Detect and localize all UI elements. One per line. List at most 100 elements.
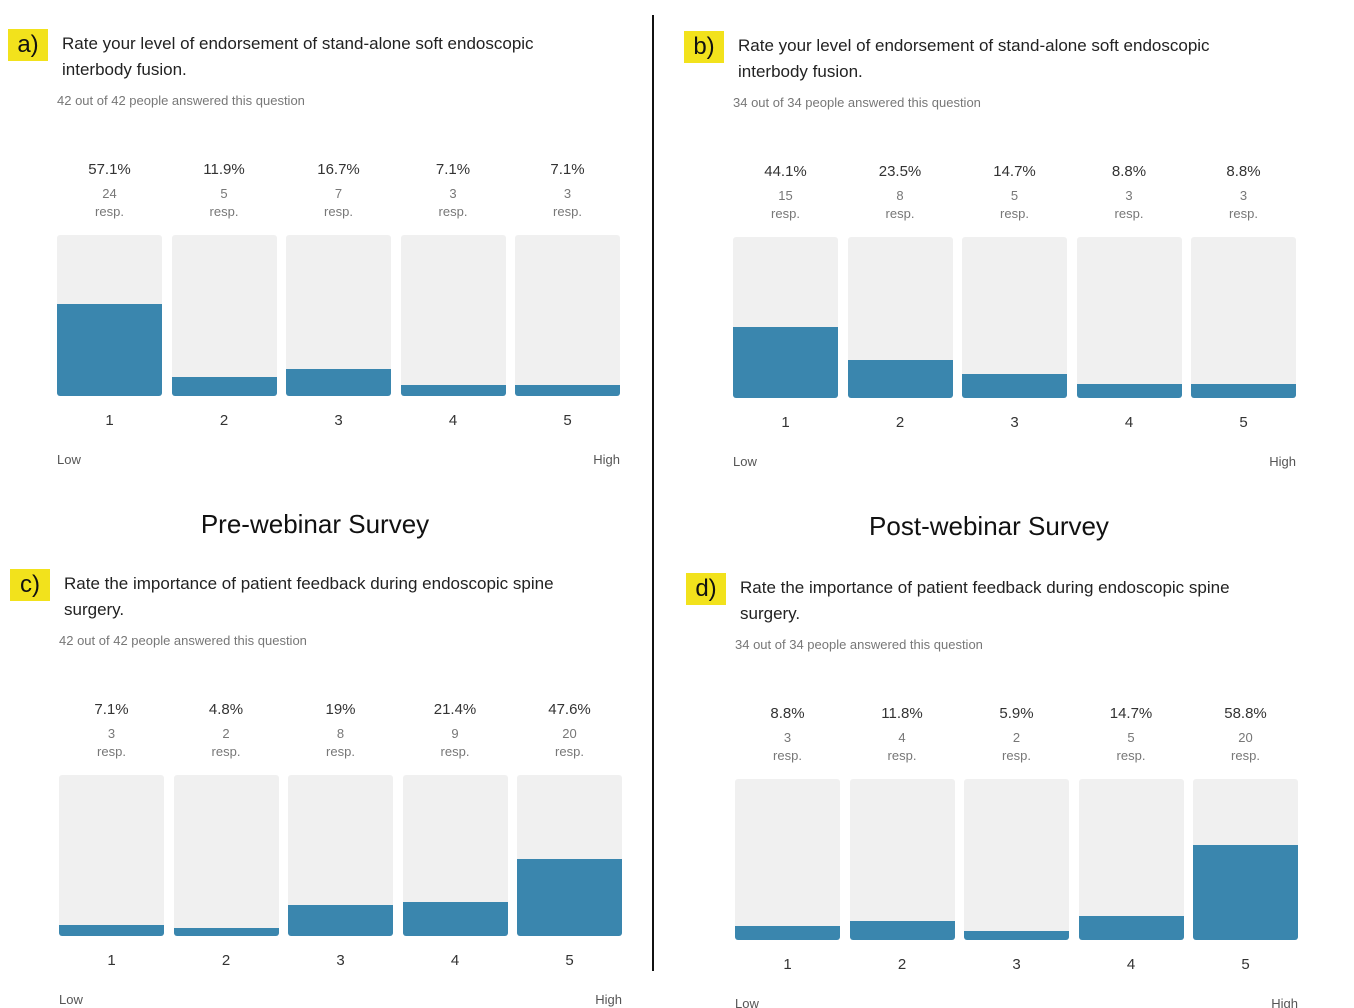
x-tick-label: 4 bbox=[1126, 956, 1136, 973]
x-tick-label: 1 bbox=[105, 412, 114, 429]
bar bbox=[171, 376, 277, 396]
subtitle: 42 out of 42 people answered this questi… bbox=[59, 633, 307, 648]
bar bbox=[1076, 383, 1182, 398]
question: Rate your level of endorsement of stand-… bbox=[62, 34, 534, 79]
panel-label: c) bbox=[10, 569, 50, 601]
x-tick-label: 3 bbox=[334, 412, 343, 429]
value-label: 58.8% bbox=[1224, 705, 1267, 722]
x-tick-label: 5 bbox=[563, 412, 572, 429]
x-tick-label: 3 bbox=[336, 952, 345, 969]
value-label: 11.9% bbox=[203, 161, 245, 178]
x-tick-label: 2 bbox=[897, 956, 907, 973]
value-label: 19% bbox=[325, 701, 356, 718]
axis-low-label: Low bbox=[59, 992, 83, 1007]
bar-track bbox=[173, 775, 279, 936]
count-unit: resp. bbox=[1002, 748, 1031, 763]
divider bbox=[652, 15, 654, 971]
x-tick-label: 3 bbox=[1010, 414, 1019, 431]
bar-track bbox=[964, 779, 1069, 940]
value-label: 8.8% bbox=[770, 705, 805, 722]
subtitle: 34 out of 34 people answered this questi… bbox=[735, 637, 983, 652]
count-label: 2 bbox=[1012, 730, 1021, 745]
bar bbox=[1193, 845, 1298, 940]
value-label: 7.1% bbox=[435, 161, 471, 178]
axis-low-label: Low bbox=[733, 454, 757, 469]
value-label: 47.6% bbox=[548, 701, 591, 718]
bar bbox=[964, 930, 1069, 940]
value-label: 7.1% bbox=[550, 161, 585, 178]
x-tick-label: 4 bbox=[450, 952, 460, 969]
x-tick-label: 3 bbox=[1012, 956, 1021, 973]
x-tick-label: 2 bbox=[221, 952, 231, 969]
panel-label: b) bbox=[684, 31, 724, 63]
x-tick-label: 2 bbox=[895, 414, 905, 431]
count-label: 15 bbox=[778, 188, 793, 203]
subtitle: 42 out of 42 people answered this questi… bbox=[57, 93, 305, 108]
count-label: 3 bbox=[1125, 188, 1133, 203]
bar-track bbox=[171, 235, 277, 396]
count-unit: resp. bbox=[440, 744, 470, 759]
value-label: 16.7% bbox=[317, 161, 360, 178]
axis-high-label: High bbox=[1271, 996, 1298, 1008]
section-heading: Post-webinar Survey bbox=[869, 511, 1109, 541]
count-unit: resp. bbox=[773, 748, 802, 763]
count-unit: resp. bbox=[1231, 748, 1260, 763]
count-unit: resp. bbox=[438, 204, 468, 219]
x-tick-label: 5 bbox=[1241, 956, 1250, 973]
count-label: 8 bbox=[336, 726, 345, 741]
value-label: 14.7% bbox=[993, 163, 1036, 180]
count-label: 4 bbox=[898, 730, 906, 745]
count-unit: resp. bbox=[209, 204, 239, 219]
count-unit: resp. bbox=[885, 206, 915, 221]
x-tick-label: 1 bbox=[783, 956, 792, 973]
value-label: 8.8% bbox=[1226, 163, 1261, 180]
value-label: 21.4% bbox=[433, 701, 477, 718]
count-label: 3 bbox=[563, 186, 572, 201]
count-label: 20 bbox=[1238, 730, 1253, 745]
question: Rate your level of endorsement of stand-… bbox=[738, 36, 1210, 81]
bar bbox=[849, 921, 955, 940]
bar-track bbox=[400, 235, 506, 396]
section-heading: Pre-webinar Survey bbox=[200, 509, 430, 539]
subtitle: 34 out of 34 people answered this questi… bbox=[733, 95, 981, 110]
bar bbox=[735, 925, 840, 940]
value-label: 44.1% bbox=[764, 163, 807, 180]
bar-track bbox=[962, 237, 1067, 398]
bar bbox=[402, 901, 508, 936]
value-label: 4.8% bbox=[208, 701, 244, 718]
value-label: 7.1% bbox=[94, 701, 129, 718]
bar-track bbox=[735, 779, 840, 940]
bar-track bbox=[1076, 237, 1182, 398]
x-tick-label: 5 bbox=[565, 952, 574, 969]
bar-track bbox=[1191, 237, 1296, 398]
bar bbox=[515, 384, 620, 396]
value-label: 5.9% bbox=[999, 705, 1034, 722]
bar bbox=[288, 905, 393, 936]
axis-high-label: High bbox=[593, 452, 620, 467]
value-label: 8.8% bbox=[1111, 163, 1147, 180]
bar bbox=[1191, 383, 1296, 398]
panel-label: a) bbox=[8, 29, 48, 61]
count-unit: resp. bbox=[326, 744, 355, 759]
value-label: 14.7% bbox=[1109, 705, 1153, 722]
x-tick-label: 4 bbox=[1124, 414, 1134, 431]
count-label: 3 bbox=[449, 186, 457, 201]
bar bbox=[733, 326, 838, 398]
axis-low-label: Low bbox=[57, 452, 81, 467]
bar-track bbox=[59, 775, 164, 936]
x-tick-label: 4 bbox=[448, 412, 458, 429]
bar bbox=[400, 384, 506, 396]
value-label: 57.1% bbox=[88, 161, 131, 178]
bar bbox=[286, 369, 391, 396]
count-unit: resp. bbox=[1116, 748, 1146, 763]
count-label: 3 bbox=[107, 726, 116, 741]
count-label: 20 bbox=[562, 726, 577, 741]
bar bbox=[59, 924, 164, 936]
question: Rate the importance of patient feedback … bbox=[64, 574, 554, 619]
axis-high-label: High bbox=[595, 992, 622, 1007]
count-unit: resp. bbox=[887, 748, 917, 763]
axis-high-label: High bbox=[1269, 454, 1296, 469]
count-unit: resp. bbox=[97, 744, 126, 759]
count-label: 9 bbox=[451, 726, 459, 741]
